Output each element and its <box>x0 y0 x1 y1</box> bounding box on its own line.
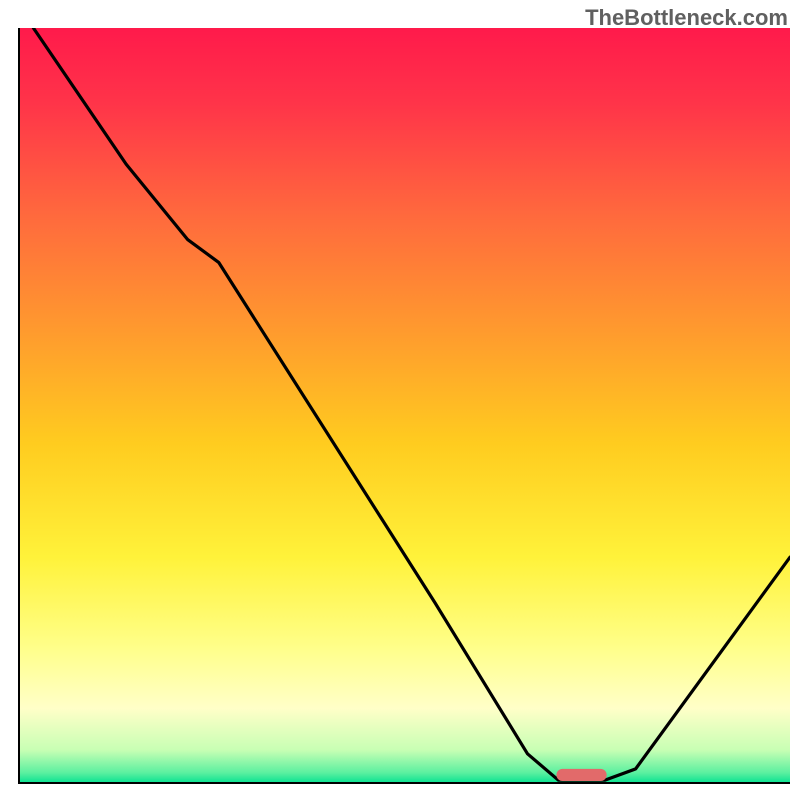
chart-svg <box>18 28 790 784</box>
chart-container: TheBottleneck.com <box>0 0 800 800</box>
bottleneck-chart <box>18 28 790 784</box>
watermark-text: TheBottleneck.com <box>585 5 788 31</box>
